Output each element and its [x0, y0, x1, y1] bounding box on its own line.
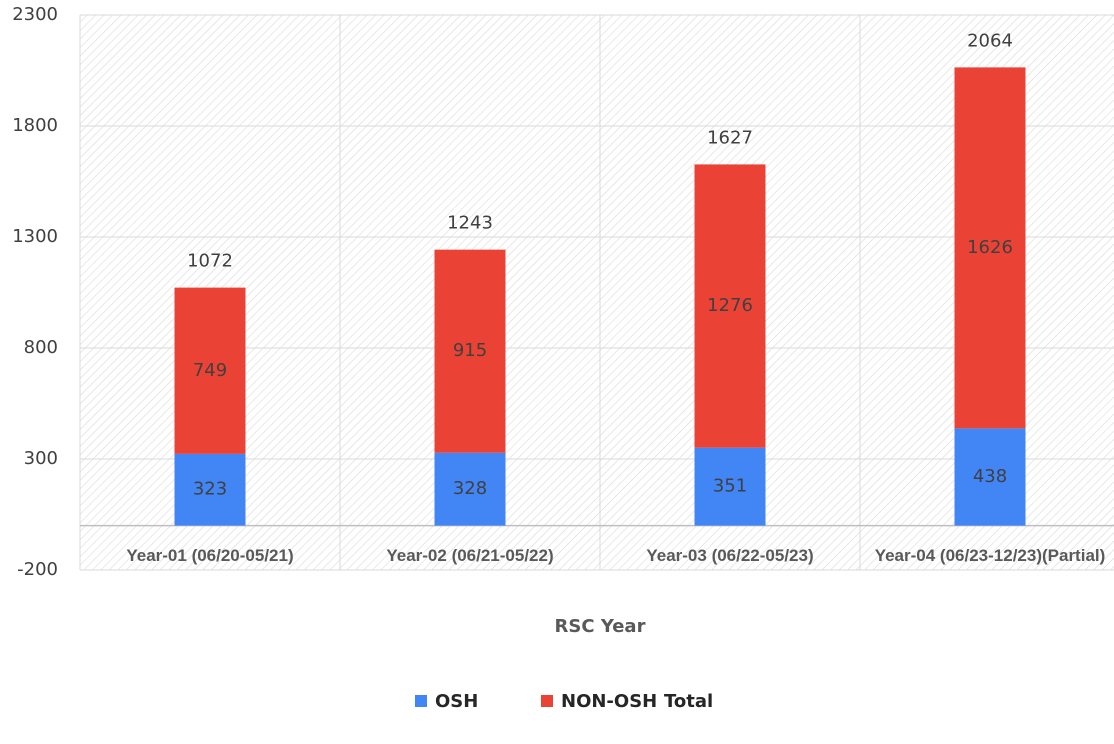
- legend-label: OSH: [435, 691, 478, 712]
- total-label: 2064: [967, 30, 1013, 51]
- bar: [174, 453, 246, 526]
- bar: [954, 428, 1026, 526]
- data-label: 351: [713, 476, 747, 497]
- x-tick-label: Year-04 (06/23-12/23)(Partial): [874, 545, 1106, 565]
- legend-label: NON-OSH: [561, 691, 657, 712]
- data-label: 323: [193, 479, 227, 500]
- data-label: 438: [973, 466, 1007, 487]
- data-label: 1626: [967, 237, 1013, 258]
- x-tick-label: Year-03 (06/22-05/23): [646, 545, 814, 565]
- bar: [694, 164, 766, 448]
- y-tick-label: 300: [24, 448, 58, 469]
- bar: [694, 447, 766, 526]
- total-label: 1627: [707, 127, 753, 148]
- x-tick-label: Year-01 (06/20-05/21): [126, 545, 294, 565]
- data-label: 749: [193, 360, 227, 381]
- bar: [434, 452, 506, 526]
- y-tick-label: 1800: [12, 115, 58, 136]
- data-label: 1276: [707, 295, 753, 316]
- y-tick-label: -200: [17, 559, 58, 580]
- total-label: 1243: [447, 213, 493, 234]
- y-tick-label: 2300: [12, 4, 58, 25]
- legend-label: Total: [664, 691, 713, 712]
- bar: [954, 67, 1026, 429]
- data-label: 915: [453, 340, 487, 361]
- x-axis-title: RSC Year: [555, 616, 646, 637]
- y-tick-label: 1300: [12, 226, 58, 247]
- legend-swatch: [415, 695, 427, 707]
- data-label: 328: [453, 478, 487, 499]
- bar: [434, 249, 506, 453]
- x-tick-label: Year-02 (06/21-05/22): [386, 545, 554, 565]
- bar: [174, 287, 246, 454]
- y-tick-label: 800: [24, 337, 58, 358]
- legend-swatch: [541, 695, 553, 707]
- total-label: 1072: [187, 251, 233, 272]
- plot-background: [80, 15, 1114, 570]
